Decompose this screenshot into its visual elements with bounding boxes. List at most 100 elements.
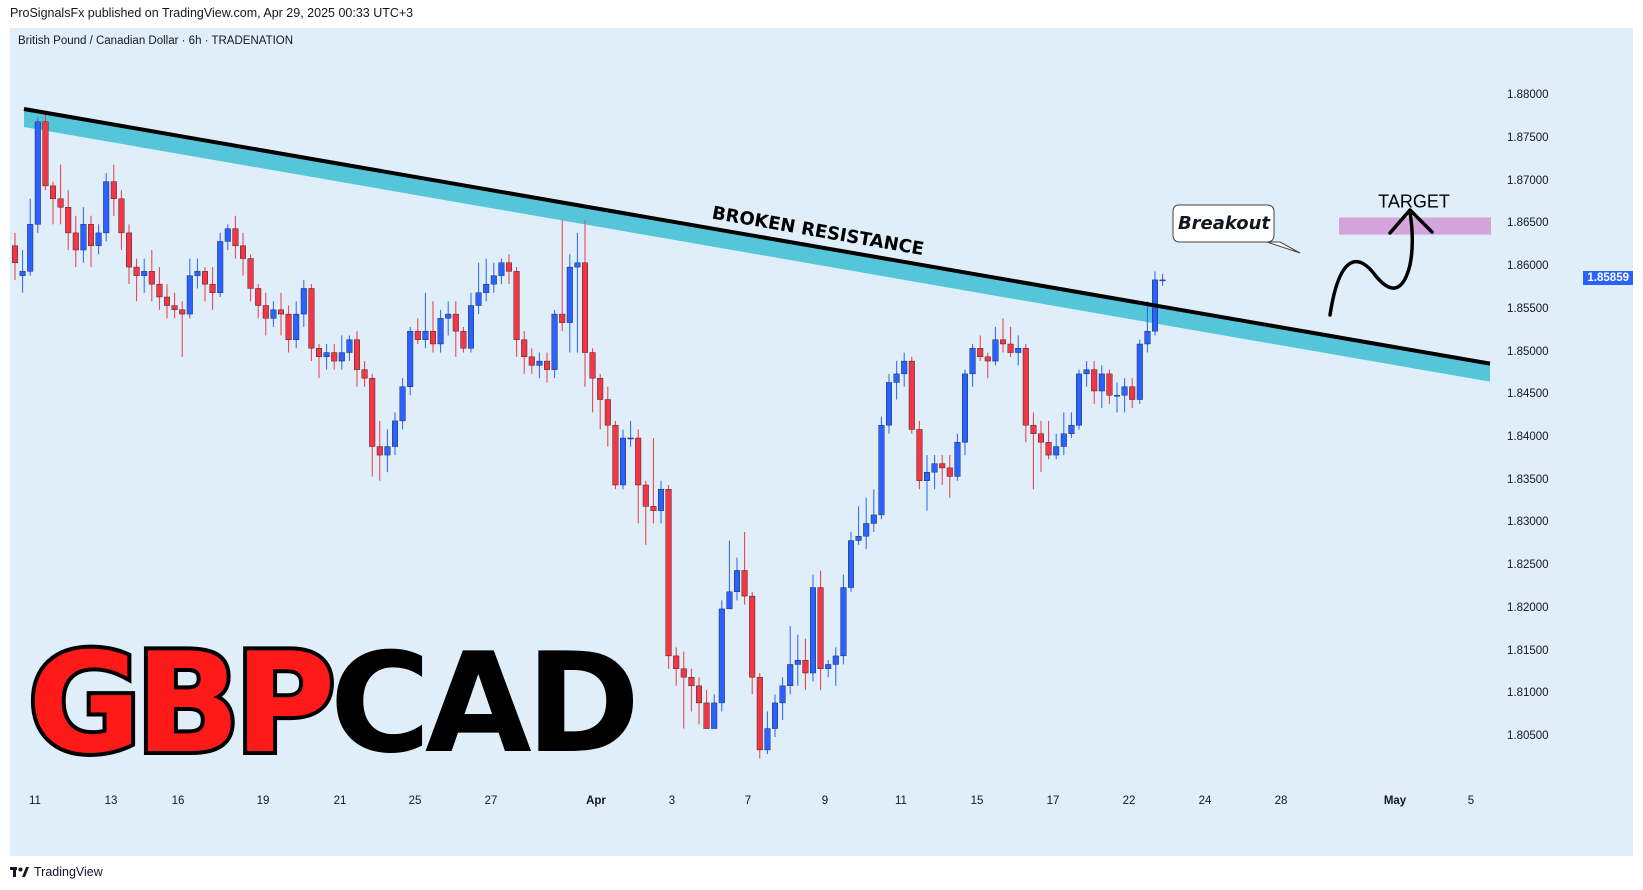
candle (392, 412, 399, 456)
candle (148, 249, 155, 302)
candle (209, 267, 216, 310)
candle-body (810, 587, 817, 674)
candle (1030, 412, 1037, 490)
pair-title-quote: CAD (329, 623, 641, 784)
symbol-info: British Pound / Canadian Dollar · 6h · T… (18, 35, 294, 47)
candle-body (658, 489, 665, 511)
candle-body (323, 352, 330, 358)
candle (582, 220, 589, 387)
candle-body (224, 228, 231, 242)
candle-body (65, 207, 72, 234)
candle (19, 249, 26, 293)
candle-body (870, 514, 877, 524)
candle-body (95, 232, 102, 246)
candle-body (87, 224, 94, 246)
candle (475, 262, 482, 315)
time-tick-label: 19 (256, 795, 270, 807)
candle (1106, 369, 1113, 404)
candle-body (42, 121, 49, 187)
candle (817, 570, 824, 691)
candle (551, 309, 558, 379)
candle (779, 677, 786, 720)
price-tick-label: 1.84000 (1507, 430, 1549, 443)
candle (855, 506, 862, 545)
candle-body (1053, 446, 1060, 456)
candle (848, 531, 855, 592)
candle (544, 352, 551, 383)
candle-body (239, 245, 246, 259)
price-tick-label: 1.82000 (1507, 601, 1549, 614)
candle-body (513, 271, 520, 340)
candle-body (80, 224, 87, 251)
candle (650, 437, 657, 524)
candle-body (604, 399, 611, 426)
candle (50, 181, 57, 225)
candle (57, 164, 64, 225)
candle (764, 711, 771, 755)
candle-body (734, 570, 741, 593)
candle (445, 301, 452, 336)
candle-body (832, 655, 839, 665)
time-tick-label: 7 (744, 795, 752, 807)
candle (863, 497, 870, 550)
candle (323, 343, 330, 370)
candle-body (551, 313, 558, 370)
candle (992, 326, 999, 366)
candle-body (1030, 424, 1037, 434)
candle (1060, 412, 1067, 456)
candle-body (1129, 386, 1136, 400)
candle-body (680, 668, 687, 678)
candle-body (749, 595, 756, 678)
candle-body (977, 348, 984, 358)
candle-body (612, 424, 619, 486)
candle-body (506, 262, 513, 272)
candle (346, 335, 353, 362)
candle (103, 173, 110, 242)
candle (969, 343, 976, 387)
candle (521, 331, 528, 374)
candle (11, 232, 18, 280)
candle (270, 301, 277, 327)
candle-body (627, 437, 634, 440)
candle-body (384, 446, 391, 456)
candle-body (650, 506, 657, 511)
candle-body (141, 271, 148, 276)
price-tick-label: 1.83000 (1507, 516, 1549, 529)
footer-brand[interactable]: TradingView (10, 865, 103, 879)
price-tick-label: 1.85000 (1507, 345, 1549, 358)
candle-body (19, 271, 26, 276)
candle (931, 455, 938, 490)
candle-body (1121, 386, 1128, 396)
candle-body (1159, 279, 1166, 282)
candle (901, 352, 908, 387)
candle-body (886, 382, 893, 426)
candle-body (1068, 424, 1075, 434)
footer-brand-label: TradingView (34, 865, 103, 879)
candle (756, 672, 763, 759)
time-tick-label: 16 (171, 795, 185, 807)
candle (1144, 301, 1151, 353)
candle (1068, 412, 1075, 438)
candle (414, 318, 421, 344)
price-tick-label: 1.80500 (1507, 730, 1549, 743)
candle-body (620, 437, 627, 486)
candle-body (817, 587, 824, 669)
candle-body (209, 283, 216, 293)
candle (962, 369, 969, 456)
candle (688, 668, 695, 712)
candle-body (878, 424, 885, 516)
candle-body (931, 463, 938, 473)
candle (566, 254, 573, 353)
candle (452, 301, 459, 357)
candle (1129, 378, 1136, 409)
candle (832, 647, 839, 686)
candle (680, 651, 687, 729)
candle (642, 480, 649, 545)
candle (513, 267, 520, 357)
candle-body (711, 702, 718, 729)
candle-body (490, 275, 497, 285)
candle-body (597, 377, 604, 400)
candle-body (848, 540, 855, 588)
candle-body (468, 305, 475, 349)
candle (1083, 361, 1090, 387)
